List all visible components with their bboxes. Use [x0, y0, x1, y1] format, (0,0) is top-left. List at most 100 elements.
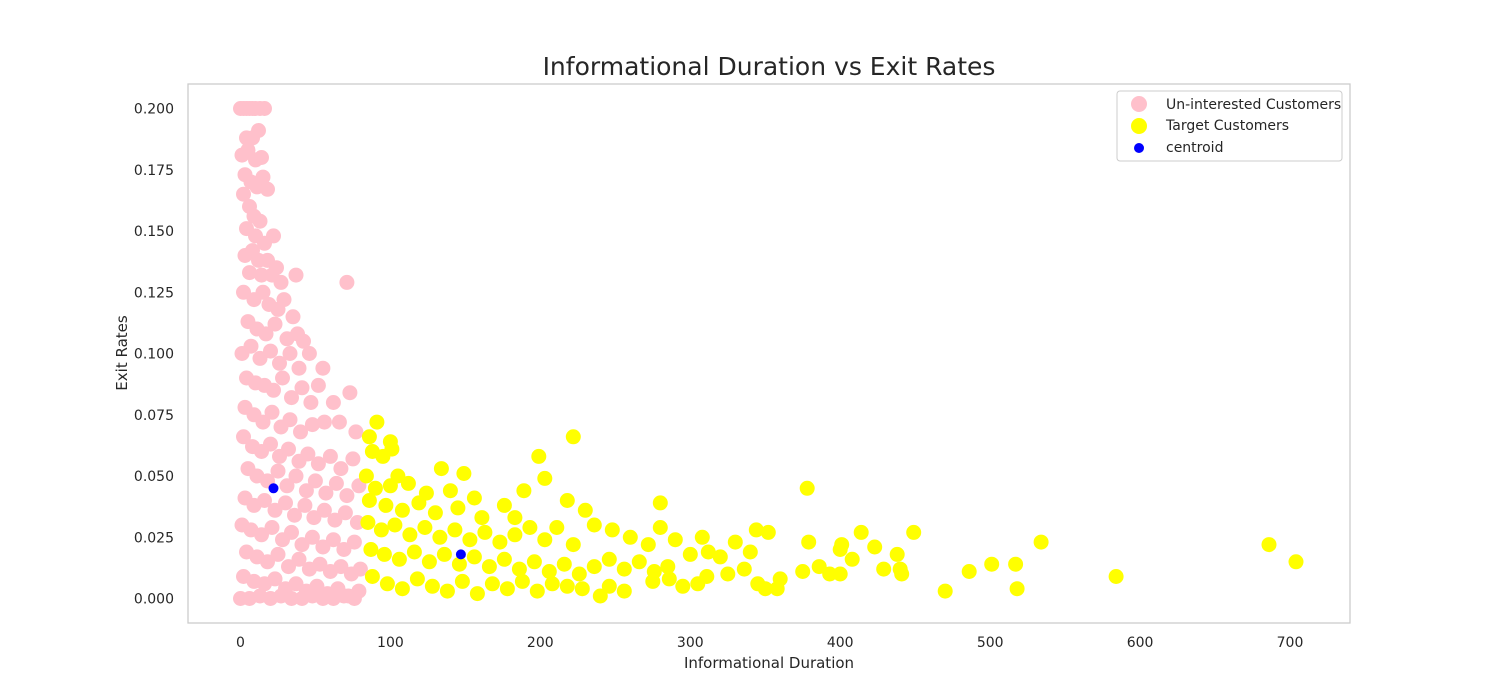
- point-un-interested-customers: [294, 537, 310, 553]
- point-un-interested-customers: [297, 497, 313, 513]
- point-un-interested-customers: [252, 350, 268, 366]
- point-target-customers: [376, 546, 392, 562]
- point-target-customers: [834, 537, 850, 553]
- point-un-interested-customers: [294, 380, 310, 396]
- point-target-customers: [516, 483, 532, 499]
- y-axis-label: Exit Rates: [113, 315, 131, 391]
- point-target-customers: [364, 569, 380, 584]
- y-tick-label: 0.000: [134, 592, 174, 608]
- point-un-interested-customers: [278, 495, 293, 511]
- point-target-customers: [378, 497, 394, 513]
- point-target-customers: [526, 554, 542, 570]
- point-target-customers: [811, 559, 827, 575]
- point-target-customers: [477, 524, 493, 540]
- point-target-customers: [631, 554, 647, 570]
- x-tick-label: 300: [677, 635, 704, 651]
- point-target-customers: [675, 578, 691, 594]
- y-tick-label: 0.175: [134, 163, 174, 179]
- point-target-customers: [984, 556, 1000, 572]
- point-target-customers: [541, 564, 557, 579]
- point-un-interested-customers: [267, 316, 283, 332]
- point-un-interested-customers: [315, 539, 331, 555]
- point-target-customers: [757, 581, 773, 597]
- point-target-customers: [402, 527, 418, 543]
- point-un-interested-customers: [255, 169, 271, 185]
- legend-frame: [1116, 90, 1343, 162]
- point-target-customers: [400, 475, 416, 491]
- point-target-customers: [727, 534, 743, 550]
- point-un-interested-customers: [315, 360, 331, 376]
- point-un-interested-customers: [263, 343, 278, 359]
- point-target-customers: [496, 497, 512, 513]
- point-target-customers: [592, 588, 608, 604]
- point-target-customers: [652, 495, 668, 511]
- point-un-interested-customers: [298, 483, 314, 499]
- y-tick-label: 0.050: [134, 469, 174, 485]
- point-target-customers: [742, 544, 758, 560]
- y-tick-label: 0.150: [134, 224, 174, 240]
- point-target-customers: [450, 500, 466, 516]
- point-un-interested-customers: [316, 414, 332, 430]
- point-centroid: [268, 483, 279, 494]
- point-target-customers: [537, 470, 553, 486]
- plot-area-frame: [187, 83, 1351, 624]
- point-target-customers: [537, 532, 553, 548]
- point-un-interested-customers: [349, 515, 365, 530]
- point-un-interested-customers: [263, 436, 278, 452]
- point-un-interested-customers: [288, 267, 304, 283]
- point-un-interested-customers: [318, 485, 334, 501]
- point-target-customers: [363, 542, 379, 557]
- point-un-interested-customers: [339, 488, 355, 504]
- legend-marker-uninterested: [1131, 96, 1147, 112]
- point-un-interested-customers: [328, 475, 344, 491]
- point-target-customers: [360, 515, 376, 530]
- point-un-interested-customers: [291, 360, 307, 376]
- point-target-customers: [531, 448, 547, 464]
- point-target-customers: [574, 581, 590, 597]
- point-target-customers: [571, 566, 587, 582]
- point-target-customers: [822, 566, 838, 582]
- point-target-customers: [358, 468, 374, 484]
- point-un-interested-customers: [285, 309, 301, 325]
- point-target-customers: [1008, 556, 1024, 572]
- point-target-customers: [409, 571, 425, 587]
- point-un-interested-customers: [251, 123, 266, 138]
- point-un-interested-customers: [282, 346, 298, 361]
- point-un-interested-customers: [307, 473, 323, 489]
- point-target-customers: [466, 490, 482, 506]
- point-target-customers: [937, 583, 953, 599]
- x-axis-label: Informational Duration: [684, 654, 854, 672]
- point-un-interested-customers: [260, 554, 275, 570]
- point-un-interested-customers: [284, 524, 299, 540]
- point-target-customers: [748, 522, 764, 538]
- y-axis-ticks: 0.000 0.025 0.050 0.075 0.100 0.125 0.150 0.175…: [134, 102, 174, 608]
- point-target-customers: [694, 529, 710, 545]
- point-un-interested-customers: [315, 591, 331, 606]
- point-target-customers: [699, 569, 715, 584]
- point-un-interested-customers: [266, 228, 281, 244]
- point-target-customers: [616, 583, 632, 599]
- point-target-customers: [586, 559, 602, 575]
- point-target-customers: [367, 480, 383, 496]
- point-un-interested-customers: [257, 101, 272, 116]
- point-target-customers: [462, 532, 478, 548]
- point-un-interested-customers: [333, 461, 349, 477]
- point-un-interested-customers: [300, 446, 316, 462]
- point-un-interested-customers: [327, 512, 343, 528]
- point-target-customers: [454, 573, 470, 589]
- point-un-interested-customers: [306, 510, 322, 526]
- point-target-customers: [424, 578, 440, 594]
- point-un-interested-customers: [303, 395, 319, 410]
- point-un-interested-customers: [252, 213, 268, 229]
- point-target-customers: [586, 517, 602, 533]
- point-target-customers: [906, 524, 922, 540]
- point-target-customers: [387, 517, 403, 533]
- point-target-customers: [442, 483, 458, 499]
- point-un-interested-customers: [242, 265, 257, 281]
- point-un-interested-customers: [267, 502, 283, 518]
- point-un-interested-customers: [284, 390, 299, 406]
- point-un-interested-customers: [281, 559, 296, 575]
- y-tick-label: 0.025: [134, 530, 174, 546]
- point-target-customers: [736, 561, 752, 577]
